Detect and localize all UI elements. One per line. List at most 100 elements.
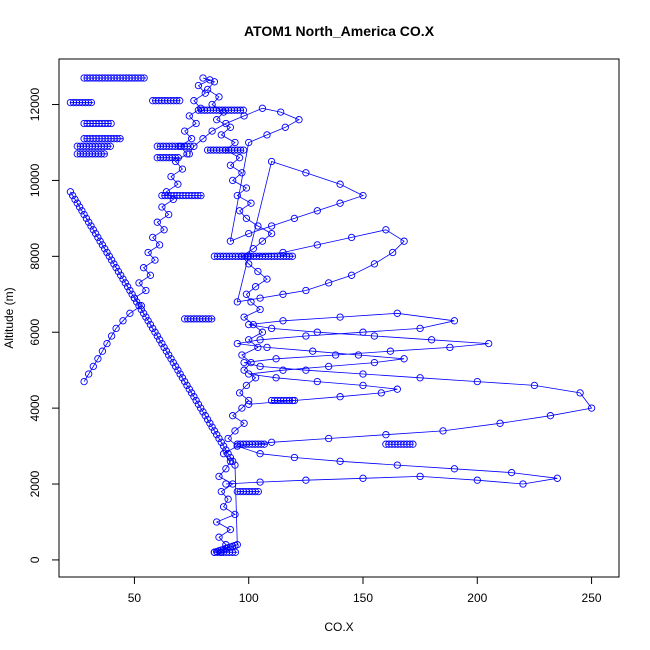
data-point — [354, 351, 363, 359]
data-point — [359, 328, 367, 336]
data-point — [256, 305, 264, 314]
data-point — [219, 503, 228, 511]
data-point — [285, 252, 294, 260]
data-point — [285, 396, 294, 405]
data-point — [201, 412, 209, 420]
data-point — [130, 294, 139, 302]
data-point — [187, 135, 196, 143]
data-point — [139, 264, 148, 272]
data-point — [222, 465, 230, 473]
data-point — [229, 412, 237, 420]
data-point — [87, 98, 96, 107]
data-point — [235, 154, 244, 162]
data-point — [325, 279, 333, 287]
data-point — [450, 465, 459, 473]
data-point — [279, 317, 287, 325]
data-point — [336, 393, 344, 401]
y-tick-label: 10000 — [28, 163, 42, 197]
data-point — [140, 74, 148, 82]
data-point — [416, 374, 424, 382]
data-point — [194, 191, 202, 200]
data-point — [123, 283, 132, 291]
data-point — [393, 385, 401, 393]
data-point — [240, 313, 248, 321]
data-point — [245, 400, 253, 408]
data-point — [165, 210, 173, 219]
data-point — [238, 169, 246, 177]
x-tick-label: 150 — [353, 591, 373, 605]
data-point — [155, 241, 164, 249]
data-point — [201, 89, 209, 97]
data-point — [210, 427, 219, 435]
data-point — [71, 195, 79, 204]
data-point — [105, 252, 113, 260]
data-point — [126, 309, 134, 317]
data-point — [226, 453, 235, 462]
data-point — [240, 112, 248, 120]
data-point — [151, 328, 159, 336]
data-point — [219, 442, 228, 450]
data-point — [78, 207, 86, 215]
series-line-1 — [225, 312, 593, 485]
data-point — [263, 275, 271, 283]
data-point — [473, 476, 481, 484]
data-point — [153, 332, 161, 340]
data-point — [393, 309, 401, 317]
x-axis: 50 100 150 200 250 — [128, 577, 602, 605]
data-point — [69, 191, 77, 200]
data-point — [183, 381, 191, 390]
data-point — [208, 315, 216, 323]
data-point — [107, 332, 116, 340]
data-point — [104, 119, 112, 128]
data-point — [427, 336, 436, 344]
data-point — [174, 366, 182, 374]
data-point — [197, 191, 205, 200]
data-point — [256, 336, 264, 344]
data-point — [187, 389, 196, 397]
data-point — [116, 135, 124, 143]
x-tick-label: 100 — [239, 591, 259, 605]
data-point — [160, 226, 168, 234]
data-point — [576, 389, 584, 397]
data-point — [162, 347, 171, 355]
data-point — [231, 427, 239, 435]
data-point — [66, 188, 75, 196]
data-point — [229, 457, 237, 465]
data-point — [240, 419, 248, 427]
data-point — [257, 440, 265, 448]
data-point — [181, 127, 189, 135]
data-point — [73, 199, 81, 207]
data-point — [215, 472, 223, 481]
data-point — [439, 427, 447, 435]
data-point — [485, 339, 493, 348]
x-axis-label: CO.X — [324, 620, 353, 634]
data-point — [174, 180, 182, 188]
data-point — [260, 440, 268, 448]
data-point — [238, 351, 246, 359]
data-point — [263, 343, 271, 352]
data-point — [106, 142, 114, 150]
data-point — [203, 415, 212, 424]
y-tick-label: 2000 — [28, 470, 42, 497]
data-point — [507, 468, 516, 477]
data-point — [254, 222, 262, 230]
data-point — [231, 138, 239, 147]
data-point — [213, 518, 221, 526]
data-point — [302, 332, 310, 340]
data-point — [171, 362, 180, 371]
data-point — [267, 324, 276, 333]
data-point — [206, 419, 214, 427]
data-point — [100, 150, 108, 158]
data-point — [171, 154, 179, 162]
x-tick-label: 250 — [582, 591, 602, 605]
data-point — [226, 161, 235, 169]
data-point — [103, 339, 111, 348]
data-point — [98, 347, 107, 355]
data-point — [190, 393, 198, 401]
data-point — [313, 207, 321, 215]
data-point — [224, 495, 232, 503]
data-point — [167, 355, 175, 363]
data-point — [309, 347, 317, 355]
x-tick-label: 50 — [128, 591, 142, 605]
